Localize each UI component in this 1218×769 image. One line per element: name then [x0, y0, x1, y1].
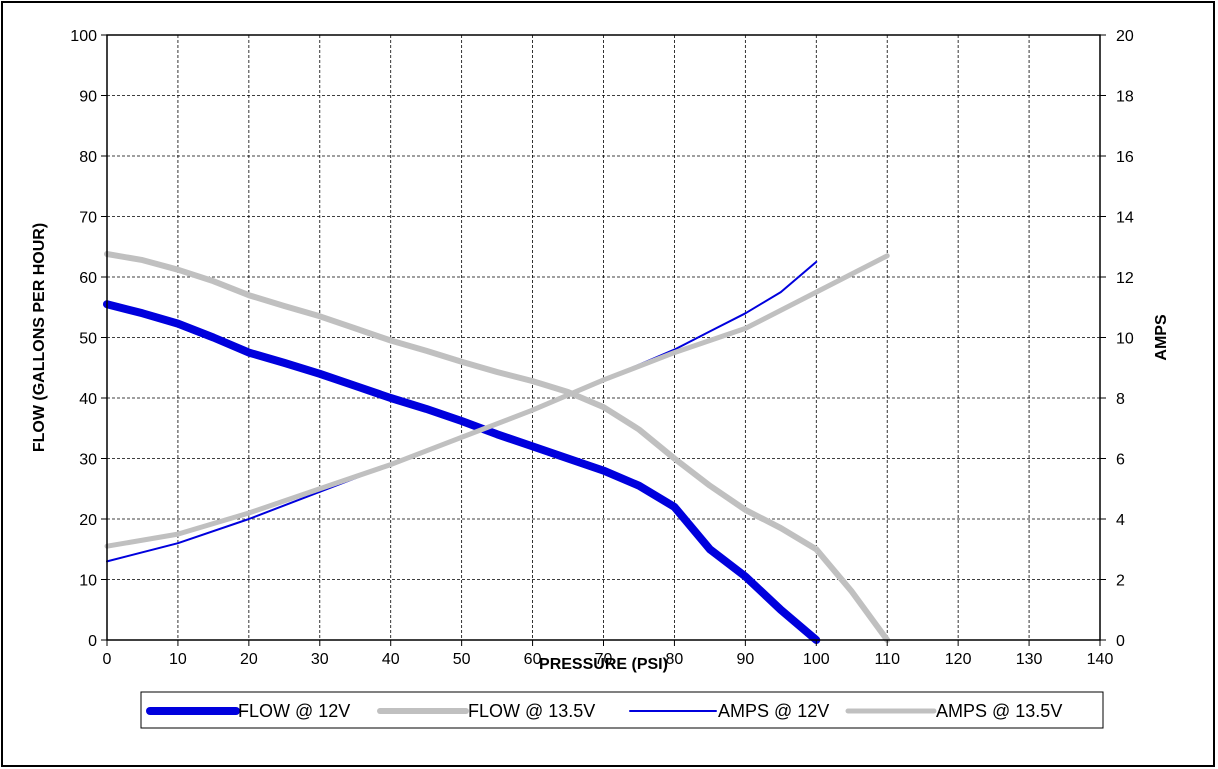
series-line-flow-13-5v	[104, 251, 891, 643]
series-line-flow-12v	[103, 300, 821, 644]
x-tick-label: 90	[736, 651, 754, 668]
y-tick-label: 30	[79, 452, 97, 469]
y2-tick-label: 6	[1116, 452, 1125, 469]
y2-tick-label: 10	[1116, 331, 1134, 348]
y-tick-label: 0	[88, 633, 97, 650]
legend-label: AMPS @ 13.5V	[936, 701, 1062, 721]
y2-tick-label: 18	[1116, 89, 1134, 106]
x-tick-label: 0	[103, 651, 112, 668]
y2-tick-label: 8	[1116, 391, 1125, 408]
tick-layer: 0 10 20 30 40 50 60 70 80 90 100 110 120 130 140010203…	[70, 28, 1134, 668]
y-tick-label: 80	[79, 149, 97, 166]
x-tick-label: 10	[169, 651, 187, 668]
x-tick-label: 80	[666, 651, 684, 668]
y2-axis-title: AMPS	[1153, 314, 1170, 361]
y-tick-label: 40	[79, 391, 97, 408]
y2-tick-label: 14	[1116, 210, 1134, 227]
series-layer	[103, 251, 891, 644]
x-tick-label: 130	[1016, 651, 1043, 668]
x-tick-label: 110	[874, 651, 900, 668]
x-tick-label: 100	[803, 651, 830, 668]
x-tick-label: 60	[524, 651, 542, 668]
y-tick-label: 100	[70, 28, 97, 45]
x-axis-title: PRESSURE (PSI)	[539, 656, 668, 673]
x-tick-label: 140	[1087, 651, 1114, 668]
series-line-amps-13-5v	[104, 253, 890, 549]
legend-label: FLOW @ 13.5V	[468, 701, 595, 721]
x-tick-label: 50	[453, 651, 471, 668]
y2-tick-label: 20	[1116, 28, 1134, 45]
y2-tick-label: 0	[1116, 633, 1125, 650]
legend: FLOW @ 12V FLOW @ 13.5V AMPS @ 12V AMPS @ 1…	[140, 691, 1104, 729]
legend-label: FLOW @ 12V	[238, 701, 350, 721]
y-tick-label: 90	[79, 89, 97, 106]
grid-layer	[107, 35, 1100, 640]
x-tick-label: 70	[595, 651, 613, 668]
legend-box	[140, 691, 1104, 729]
x-tick-label: 40	[382, 651, 400, 668]
y-tick-label: 50	[79, 331, 97, 348]
x-tick-label: 120	[945, 651, 972, 668]
y-tick-label: 10	[79, 573, 97, 590]
y-axis-title: FLOW (GALLONS PER HOUR)	[31, 223, 48, 452]
y-tick-label: 60	[79, 270, 97, 287]
y2-tick-label: 12	[1116, 270, 1134, 287]
x-tick-label: 30	[311, 651, 329, 668]
legend-label: AMPS @ 12V	[718, 701, 829, 721]
x-tick-label: 20	[240, 651, 258, 668]
y2-tick-label: 2	[1116, 573, 1125, 590]
y-tick-label: 70	[79, 210, 97, 227]
y2-tick-label: 4	[1116, 512, 1125, 529]
y2-tick-label: 16	[1116, 149, 1134, 166]
y-tick-label: 20	[79, 512, 97, 529]
